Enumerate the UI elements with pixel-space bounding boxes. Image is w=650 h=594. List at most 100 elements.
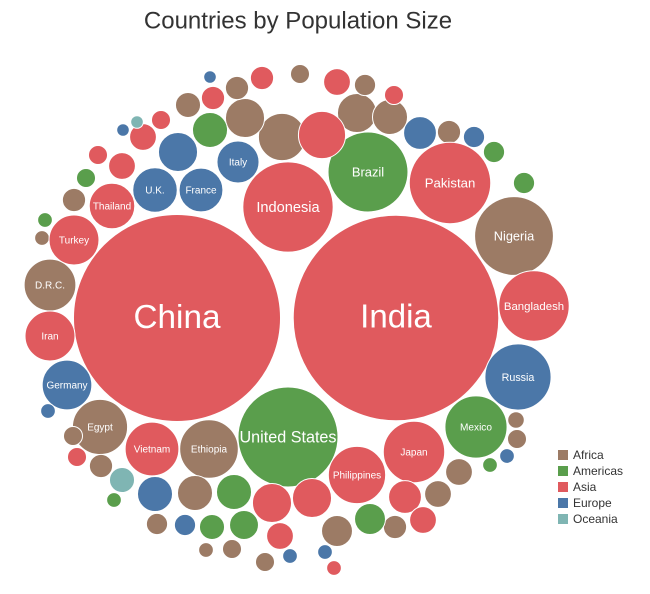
bubble [198, 542, 214, 558]
bubble [382, 514, 408, 540]
legend-swatch [558, 450, 568, 460]
bubble-label: Italy [229, 158, 247, 169]
bubble [266, 522, 294, 550]
bubble [116, 123, 130, 137]
bubble [249, 65, 275, 91]
bubble [106, 492, 122, 508]
bubble [326, 560, 342, 576]
bubble [482, 457, 498, 473]
bubble [484, 343, 552, 411]
bubble [191, 111, 229, 149]
bubble [215, 473, 253, 511]
bubble [75, 167, 97, 189]
bubble [174, 91, 202, 119]
bubble [403, 116, 437, 150]
bubble [424, 480, 452, 508]
legend-swatch [558, 498, 568, 508]
bubble [474, 196, 554, 276]
bubble [323, 68, 351, 96]
bubble [408, 141, 492, 225]
bubble-label: France [185, 186, 217, 197]
bubble-label: United States [240, 428, 337, 446]
bubble [445, 458, 473, 486]
bubble-label: Philippines [333, 471, 381, 482]
bubble [62, 425, 84, 447]
bubble [498, 270, 570, 342]
bubble-label: Egypt [87, 423, 113, 434]
bubble [242, 161, 334, 253]
bubble-label: Thailand [93, 202, 131, 213]
bubble [224, 97, 266, 139]
chart-title: Countries by Population Size [144, 7, 452, 34]
bubble [512, 171, 536, 195]
bubble [203, 70, 217, 84]
bubble [66, 446, 88, 468]
bubble [321, 515, 353, 547]
bubble [224, 75, 250, 101]
bubble [507, 411, 525, 429]
bubble [157, 131, 199, 173]
bubble-label: Vietnam [134, 445, 171, 456]
bubble [297, 110, 347, 160]
bubble [200, 85, 226, 111]
bubble-label: U.K. [145, 186, 164, 197]
bubble [108, 152, 136, 180]
bubble [388, 480, 422, 514]
legend-label: Oceania [573, 512, 618, 526]
bubble-label: Pakistan [425, 175, 476, 190]
bubble [132, 167, 178, 213]
bubble [289, 63, 311, 85]
legend-label: Europe [573, 496, 612, 510]
bubble [130, 115, 144, 129]
bubble [291, 477, 333, 519]
bubble [292, 214, 500, 422]
bubble [145, 512, 169, 536]
bubble-label: Indonesia [256, 200, 320, 216]
bubble [88, 453, 114, 479]
bubble-label: Bangladesh [504, 301, 564, 313]
bubble [124, 421, 180, 477]
legend-label: Americas [573, 464, 623, 478]
bubble [173, 513, 197, 537]
bubble-label: D.R.C. [35, 281, 65, 292]
bubble [506, 428, 528, 450]
legend-label: Africa [573, 448, 604, 462]
legend-swatch [558, 482, 568, 492]
bubble [354, 503, 386, 535]
bubbles: Nigeria Ethiopia Egypt D.R.C. Brazil United S… [23, 63, 570, 576]
bubble [317, 544, 333, 560]
bubble [40, 403, 56, 419]
bubble [61, 187, 87, 213]
bubble-label: Mexico [460, 423, 492, 434]
bubble-label: Germany [46, 381, 87, 392]
bubble [216, 140, 260, 184]
bubble [327, 131, 409, 213]
bubble [353, 73, 377, 97]
bubble [87, 144, 109, 166]
bubble-label: Turkey [59, 236, 89, 247]
bubble [72, 213, 282, 423]
bubble [41, 359, 93, 411]
legend-swatch [558, 514, 568, 524]
bubble [88, 182, 136, 230]
bubble [179, 419, 239, 479]
bubble-label: Iran [41, 332, 58, 343]
bubble-label: Japan [400, 448, 427, 459]
bubble [221, 538, 243, 560]
bubble [462, 125, 486, 149]
bubble [37, 212, 53, 228]
bubble [150, 109, 172, 131]
legend-swatch [558, 466, 568, 476]
bubble-label: Ethiopia [191, 445, 228, 456]
bubble [108, 466, 136, 494]
bubble [24, 310, 76, 362]
bubble [178, 167, 224, 213]
bubble [48, 214, 100, 266]
bubble [409, 506, 437, 534]
bubble-label: Nigeria [494, 228, 535, 243]
bubble [136, 475, 174, 513]
bubble-label: India [360, 299, 432, 336]
bubble [282, 548, 298, 564]
bubble [229, 510, 259, 540]
bubble [444, 395, 508, 459]
